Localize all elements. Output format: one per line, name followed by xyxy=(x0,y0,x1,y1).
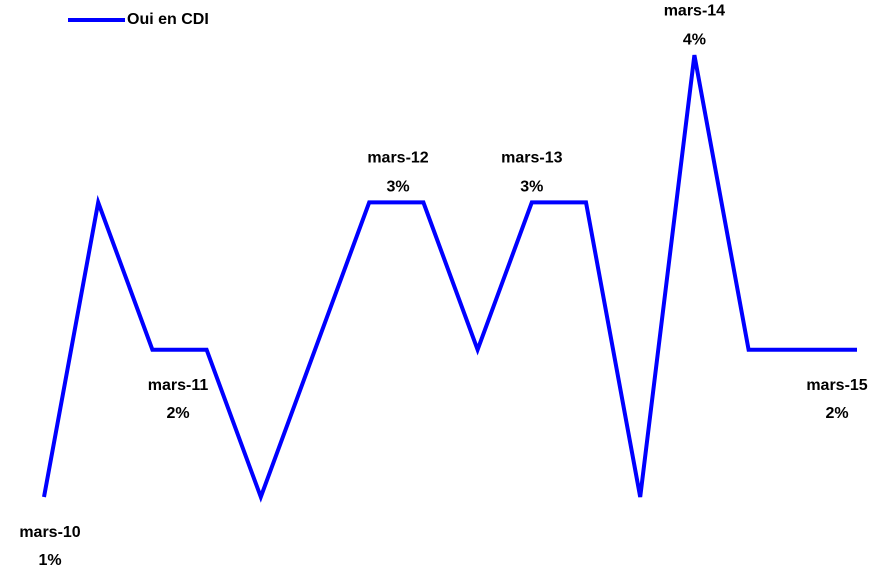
category-label: mars-12 xyxy=(367,150,428,167)
category-label: mars-14 xyxy=(664,2,725,19)
series-line xyxy=(42,54,857,503)
data-label: 4% xyxy=(683,31,706,48)
category-label: mars-10 xyxy=(19,524,80,541)
data-label: 1% xyxy=(38,552,61,569)
data-label: 2% xyxy=(166,405,189,422)
category-label: mars-15 xyxy=(806,377,867,394)
data-label: 2% xyxy=(825,405,848,422)
data-label: 3% xyxy=(520,179,543,196)
category-label: mars-11 xyxy=(148,377,209,394)
category-label: mars-13 xyxy=(501,150,562,167)
legend-label: Oui en CDI xyxy=(127,11,209,28)
data-label: 3% xyxy=(386,179,409,196)
